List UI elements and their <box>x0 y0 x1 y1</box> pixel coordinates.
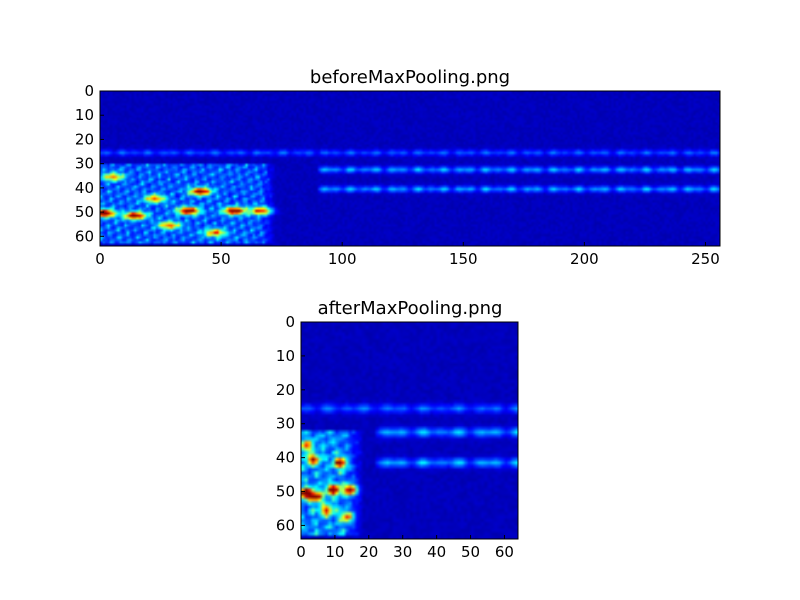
y-tick-label: 20 <box>276 381 295 399</box>
y-tick-label: 50 <box>75 203 94 221</box>
y-tick-label: 60 <box>276 516 295 534</box>
x-tick-label: 20 <box>359 543 378 561</box>
y-tick-label: 10 <box>276 347 295 365</box>
y-tick-label: 60 <box>75 227 94 245</box>
y-tick-label: 50 <box>276 483 295 501</box>
x-tick-label: 50 <box>212 250 231 268</box>
y-tick-label: 20 <box>75 130 94 148</box>
y-tick-label: 0 <box>285 313 295 331</box>
chart-title-before: beforeMaxPooling.png <box>310 67 510 88</box>
y-tick-label: 10 <box>75 106 94 124</box>
y-tick-label: 30 <box>276 415 295 433</box>
x-tick-label: 50 <box>461 543 480 561</box>
heatmap-image-after <box>301 322 518 539</box>
x-tick-label: 10 <box>325 543 344 561</box>
axes-frame-after <box>300 321 519 540</box>
x-tick-label: 60 <box>495 543 514 561</box>
x-tick-label: 0 <box>296 543 306 561</box>
heatmap-image-before <box>100 91 720 246</box>
y-tick-label: 0 <box>84 82 94 100</box>
chart-title-after: afterMaxPooling.png <box>318 298 503 319</box>
y-tick-label: 40 <box>75 179 94 197</box>
x-tick-label: 250 <box>691 250 720 268</box>
x-tick-label: 200 <box>570 250 599 268</box>
heatmap-panel-after: afterMaxPooling.png 0 10 20 30 40 50 600102030… <box>276 298 519 561</box>
x-tick-label: 150 <box>449 250 478 268</box>
y-tick-label: 30 <box>75 155 94 173</box>
x-tick-label: 100 <box>328 250 357 268</box>
axis-ticks-before: 0 50 100 150 200 250 0 10 20 30 40 50 60 <box>75 82 720 268</box>
heatmap-panel-before: beforeMaxPooling.png 0 50 100 150 200 250 0 10 2… <box>75 67 721 268</box>
axes-frame-before <box>99 90 721 247</box>
x-tick-label: 40 <box>427 543 446 561</box>
x-tick-label: 0 <box>95 250 105 268</box>
x-tick-label: 30 <box>393 543 412 561</box>
y-tick-label: 40 <box>276 449 295 467</box>
